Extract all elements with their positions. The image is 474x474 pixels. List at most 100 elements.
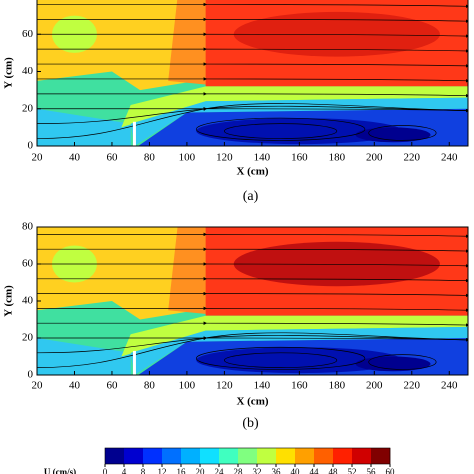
x-tick-label: 200: [366, 152, 383, 164]
panel-label: (a): [243, 189, 259, 204]
streamline: [37, 336, 468, 342]
streamline: [37, 321, 468, 327]
colorbar-tick-label: 12: [158, 467, 167, 474]
x-tick-label: 220: [404, 380, 421, 392]
streamline: [37, 32, 468, 38]
streamline: [37, 277, 468, 283]
streamline: [37, 77, 468, 83]
colorbar-bin: [295, 448, 315, 464]
y-axis-label: Y (cm): [3, 57, 15, 89]
y-tick-label: 40: [22, 65, 34, 77]
x-axis-label: X (cm): [236, 166, 268, 178]
x-tick-label: 100: [179, 380, 196, 392]
x-tick-label: 100: [179, 152, 196, 164]
streamline: [37, 92, 468, 98]
colorbar-frame: [104, 447, 391, 465]
x-tick-label: 40: [69, 380, 81, 392]
colorbar-tick-label: 48: [329, 467, 339, 474]
recirculation-streamline: [195, 346, 366, 370]
colorbar-bin: [200, 448, 220, 464]
x-tick-label: 60: [106, 380, 118, 392]
streamline: [37, 247, 468, 253]
colorbar-bin: [181, 448, 201, 464]
colorbar-tick-label: 44: [310, 467, 320, 474]
x-tick-label: 120: [216, 152, 233, 164]
x-tick-label: 180: [329, 152, 346, 164]
streamline: [37, 106, 468, 113]
colorbar-bin: [143, 448, 163, 464]
colorbar-tick-label: 32: [253, 467, 262, 474]
colorbar-tick-label: 8: [141, 467, 146, 474]
x-tick-label: 140: [254, 152, 271, 164]
streamline: [37, 62, 468, 68]
colorbar-bin: [333, 448, 353, 464]
x-tick-label: 160: [291, 152, 308, 164]
colorbar-bin: [276, 448, 296, 464]
recirculation-streamline: [368, 354, 437, 370]
y-tick-label: 20: [22, 102, 34, 114]
streamline: [37, 17, 468, 23]
recirculation-core: [196, 118, 403, 145]
obstacle: [132, 350, 136, 375]
y-tick-label: 20: [22, 332, 34, 344]
colorbar-bin: [238, 448, 258, 464]
streamline: [37, 47, 468, 53]
field: [37, 227, 468, 375]
x-tick-label: 60: [106, 152, 118, 164]
y-tick-label: 40: [22, 295, 34, 307]
panel-label: (b): [242, 416, 259, 431]
x-tick-label: 240: [441, 380, 458, 392]
y-tick-label: 0: [28, 140, 34, 152]
x-tick-label: 20: [32, 380, 44, 392]
colorbar-tick-label: 40: [291, 467, 301, 474]
colorbar-tick-label: 28: [234, 467, 244, 474]
x-tick-label: 200: [366, 380, 383, 392]
colorbar-tick-label: 20: [196, 467, 206, 474]
colorbar-tick-label: 52: [348, 467, 357, 474]
inlet-low: [37, 338, 131, 375]
x-tick-label: 80: [144, 152, 156, 164]
recirculation-streamline: [368, 125, 437, 141]
x-axis-label: X (cm): [236, 396, 268, 408]
x-tick-label: 40: [69, 152, 81, 164]
recirculation-core: [196, 347, 403, 374]
y-tick-label: 60: [22, 258, 34, 270]
x-tick-label: 140: [254, 380, 271, 392]
x-tick-label: 20: [32, 152, 44, 164]
colorbar-bin: [314, 448, 334, 464]
colorbar-bin: [105, 448, 125, 464]
streamline: [37, 306, 468, 312]
colorbar-tick-label: 0: [103, 467, 108, 474]
colorbar-label: U (cm/s): [44, 467, 76, 474]
streamline: [37, 291, 468, 298]
streamline: [37, 262, 468, 268]
colorbar-tick-label: 16: [177, 467, 187, 474]
x-tick-label: 180: [329, 380, 346, 392]
x-tick-label: 160: [291, 380, 308, 392]
x-tick-label: 240: [441, 152, 458, 164]
colorbar-tick-label: 24: [215, 467, 225, 474]
colorbar-tick-label: 60: [386, 467, 396, 474]
streamline: [37, 2, 468, 9]
colorbar-tick-label: 56: [367, 467, 377, 474]
colorbar-tick-label: 36: [272, 467, 282, 474]
recirculation-core: [355, 127, 431, 143]
colorbar-tick-label: 4: [122, 467, 127, 474]
colorbar-bin: [124, 448, 144, 464]
recirculation-streamline: [195, 117, 366, 141]
x-tick-label: 220: [404, 152, 421, 164]
recirculation-core: [355, 356, 431, 372]
recirculation-streamline: [224, 352, 338, 368]
x-tick-label: 80: [144, 380, 156, 392]
x-tick-label: 120: [216, 380, 233, 392]
recirculation-streamline: [224, 123, 338, 139]
y-tick-label: 0: [28, 369, 34, 381]
colorbar-bin: [371, 448, 391, 464]
y-tick-label: 80: [22, 221, 34, 233]
streamline: [37, 232, 468, 238]
inlet-low: [37, 108, 131, 146]
y-tick-label: 60: [22, 28, 34, 40]
colorbar-bin: [257, 448, 277, 464]
field: [37, 0, 468, 146]
